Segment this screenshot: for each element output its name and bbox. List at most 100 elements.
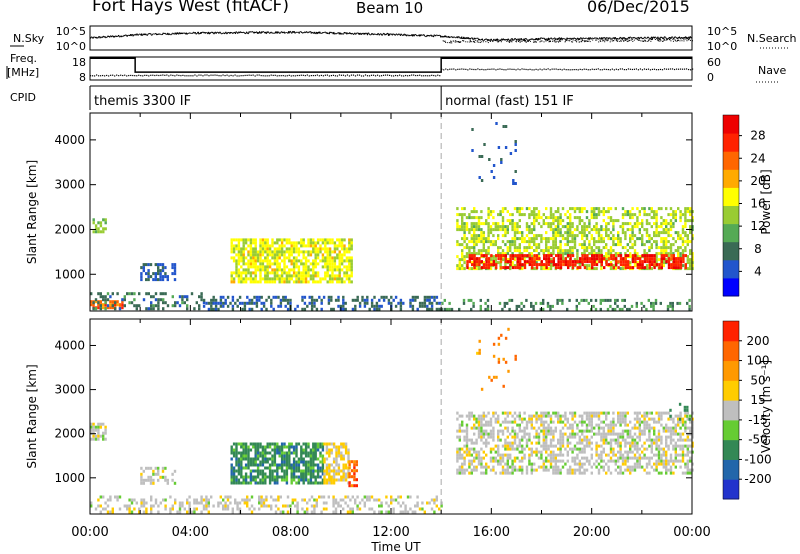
- power-cell: [430, 304, 434, 308]
- noise-seg: [682, 37, 684, 39]
- velocity-cell: [178, 507, 182, 511]
- noise-dot: [556, 40, 558, 42]
- power-cell: [174, 304, 177, 308]
- power-cell: [259, 244, 262, 248]
- nave-dot: [485, 69, 487, 71]
- power-cell: [543, 263, 546, 267]
- power-cell: [304, 268, 308, 272]
- power-cell: [254, 244, 257, 248]
- power-cell: [154, 298, 158, 302]
- power-cell: [271, 268, 274, 272]
- noise-dot: [627, 39, 629, 41]
- power-cell: [535, 266, 539, 270]
- power-cell: [300, 271, 303, 275]
- velocity-cell: [241, 498, 244, 502]
- power-cell: [506, 219, 509, 223]
- power-cell: [593, 260, 596, 264]
- power-cell: [249, 238, 253, 242]
- noise-seg: [564, 38, 567, 40]
- noise-dot: [555, 41, 557, 43]
- power-cell: [636, 219, 639, 223]
- nave-dot: [599, 69, 601, 71]
- noise-dot: [523, 39, 525, 41]
- power-cell: [559, 243, 562, 247]
- power-cell: [492, 240, 495, 244]
- nave-dot: [431, 74, 433, 76]
- noise-right-tick-bottom: 10^0: [707, 40, 737, 53]
- power-cell: [461, 216, 464, 220]
- power-cell: [147, 292, 150, 296]
- power-cell: [599, 301, 602, 305]
- power-cell: [328, 274, 332, 278]
- power-cell: [617, 252, 620, 256]
- velocity-cell: [237, 481, 241, 485]
- nave-dot: [495, 69, 497, 71]
- power-cell: [149, 275, 153, 279]
- power-cell: [689, 252, 692, 256]
- power-cell: [533, 216, 536, 220]
- power-cell: [310, 304, 314, 308]
- power-cell: [506, 231, 509, 235]
- power-cell: [477, 249, 481, 253]
- power-cell: [619, 267, 622, 271]
- velocity-cell: [366, 498, 369, 502]
- nave-dot: [204, 74, 206, 76]
- noise-seg: [500, 39, 502, 41]
- power-cell: [480, 222, 483, 226]
- noise-dot: [524, 40, 526, 42]
- power-cell: [486, 307, 490, 311]
- power-cell: [159, 275, 162, 279]
- power-cell: [193, 307, 196, 311]
- noise-seg: [109, 35, 112, 38]
- power-cell: [111, 304, 114, 308]
- power-cell: [588, 252, 591, 256]
- power-cell: [338, 277, 341, 281]
- power-cell: [539, 301, 542, 305]
- power-cell: [499, 213, 502, 217]
- noise-dot: [528, 40, 530, 42]
- power-cell: [518, 304, 521, 308]
- power-cell: [648, 222, 651, 226]
- power-cell: [312, 241, 315, 245]
- power-cell: [333, 274, 337, 278]
- noise-dot: [630, 39, 632, 41]
- power-cell: [348, 241, 351, 245]
- power-cell: [681, 243, 685, 247]
- power-cell: [501, 210, 505, 214]
- velocity-cell: [230, 472, 233, 476]
- power-cell: [279, 301, 283, 305]
- nave-dot: [284, 75, 286, 77]
- power-cell: [547, 225, 550, 229]
- power-cell: [672, 243, 675, 247]
- power-cell: [348, 265, 351, 269]
- power-cell: [302, 262, 305, 266]
- nave-dot: [593, 68, 595, 71]
- power-cell: [501, 252, 505, 256]
- noise-seg: [313, 31, 316, 34]
- velocity-cell: [159, 475, 162, 479]
- velocity-cell: [414, 510, 417, 514]
- power-cell: [677, 246, 680, 250]
- power-cell: [171, 266, 174, 270]
- nave-dot: [194, 74, 196, 76]
- power-cell: [535, 207, 538, 211]
- velocity-cell: [370, 495, 374, 499]
- noise-dot: [642, 40, 644, 42]
- power-cell: [609, 261, 613, 265]
- velocity-cell: [169, 507, 172, 511]
- nave-dot: [266, 75, 268, 77]
- power-cell: [627, 266, 630, 270]
- noise-seg: [137, 34, 140, 36]
- power-cell: [477, 237, 481, 241]
- power-cell: [516, 237, 519, 241]
- noise-dot: [487, 42, 489, 44]
- power-cell: [428, 301, 431, 305]
- power-cell: [147, 263, 150, 267]
- velocity-cell: [373, 498, 376, 502]
- power-cell: [340, 262, 344, 266]
- noise-series-n-search: [442, 38, 693, 44]
- power-cell: [576, 260, 579, 264]
- power-cell: [266, 268, 269, 272]
- nave-dot: [519, 69, 521, 71]
- noise-dot: [516, 40, 518, 42]
